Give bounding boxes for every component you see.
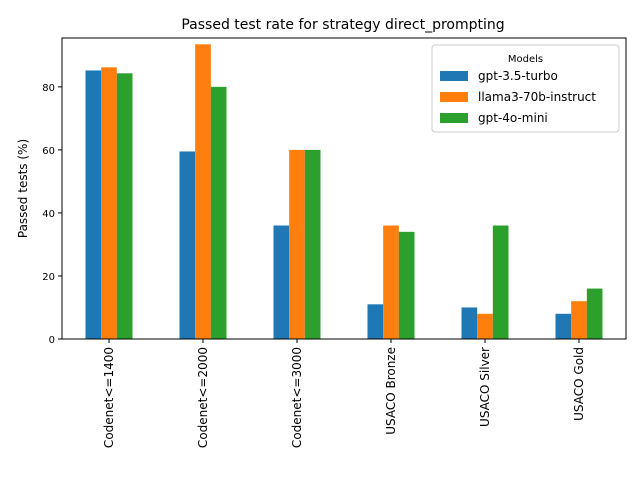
bar-gpt-4o-mini-2 xyxy=(304,149,321,339)
y-tick-label: 40 xyxy=(42,209,55,220)
legend-label-llama3-70b-instruct: llama3-70b-instruct xyxy=(478,90,596,104)
bar-gpt-3.5-turbo-4 xyxy=(461,307,478,339)
y-axis-label: Passed tests (%) xyxy=(16,139,30,238)
legend-swatch-gpt-3.5-turbo xyxy=(440,71,468,81)
legend: Models gpt-3.5-turbo llama3-70b-instruct gp… xyxy=(431,44,620,133)
y-tick-label: 0 xyxy=(49,335,55,346)
legend-swatch-gpt-4o-mini xyxy=(440,113,468,123)
bar-llama3-70b-instruct-1 xyxy=(195,44,211,340)
legend-label-gpt-3.5-turbo: gpt-3.5-turbo xyxy=(478,69,558,83)
bar-llama3-70b-instruct-5 xyxy=(571,301,587,339)
x-axis: Codenet<=1400 Codenet<=2000 Codenet<=3000 U… xyxy=(102,339,586,448)
plot-frame xyxy=(61,37,627,340)
bar-gpt-4o-mini-5 xyxy=(586,288,603,339)
legend-box xyxy=(431,44,620,133)
bar-gpt-3.5-turbo-0 xyxy=(85,70,102,340)
bar-llama3-70b-instruct-2 xyxy=(289,149,305,339)
bar-gpt-4o-mini-0 xyxy=(116,73,133,340)
bar-gpt-3.5-turbo-2 xyxy=(273,225,290,339)
x-tick-label: Codenet<=1400 xyxy=(102,347,116,448)
x-tick-label: USACO Gold xyxy=(572,347,586,421)
bar-llama3-70b-instruct-0 xyxy=(101,67,117,339)
x-tick-label: USACO Bronze xyxy=(384,347,398,435)
x-tick-label: Codenet<=2000 xyxy=(196,347,210,448)
bar-gpt-4o-mini-1 xyxy=(210,86,227,339)
legend-label-gpt-4o-mini: gpt-4o-mini xyxy=(478,111,548,125)
bars-group xyxy=(85,44,603,340)
bar-gpt-4o-mini-4 xyxy=(492,225,509,339)
y-tick-label: 20 xyxy=(42,272,55,283)
y-axis: 0 20 40 60 80 xyxy=(42,83,62,346)
chart-title: Passed test rate for strategy direct_pro… xyxy=(181,17,504,33)
x-tick-label: USACO Silver xyxy=(478,347,492,427)
legend-title: Models xyxy=(508,54,543,65)
bar-llama3-70b-instruct-3 xyxy=(383,225,399,339)
y-tick-label: 60 xyxy=(42,146,55,157)
legend-swatch-llama3-70b-instruct xyxy=(440,92,468,102)
bar-gpt-3.5-turbo-3 xyxy=(367,304,384,339)
bar-gpt-3.5-turbo-1 xyxy=(179,151,196,339)
bar-gpt-3.5-turbo-5 xyxy=(555,313,572,339)
y-tick-label: 80 xyxy=(42,83,55,94)
bar-gpt-4o-mini-3 xyxy=(398,231,415,339)
bar-llama3-70b-instruct-4 xyxy=(477,313,493,339)
x-tick-label: Codenet<=3000 xyxy=(290,347,304,448)
